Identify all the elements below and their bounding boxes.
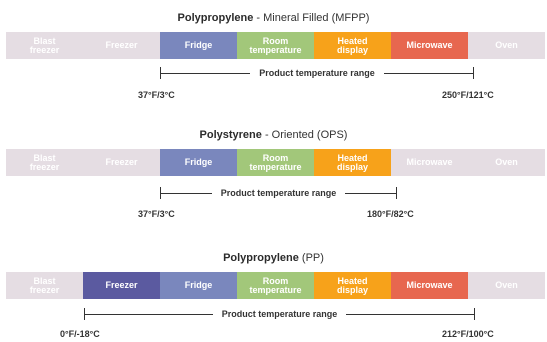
section-title: Polypropylene (PP) <box>0 252 547 264</box>
section-title-rest: (PP) <box>298 252 324 264</box>
cell-heated-display: Heated display <box>314 272 391 299</box>
cell-microwave: Microwave <box>391 272 468 299</box>
cell-room-temperature: Room temperature <box>237 32 314 59</box>
cell-oven: Oven <box>468 149 545 176</box>
cell-oven: Oven <box>468 272 545 299</box>
min-temp-label: 37°F/3°C <box>138 90 175 100</box>
cell-freezer: Freezer <box>83 149 160 176</box>
cell-room-temperature: Room temperature <box>237 272 314 299</box>
cell-fridge: Fridge <box>160 272 237 299</box>
max-temp-label: 180°F/82°C <box>367 209 414 219</box>
cell-heated-display: Heated display <box>314 32 391 59</box>
cell-heated-display: Heated display <box>314 149 391 176</box>
section-title-bold: Polypropylene <box>177 12 254 24</box>
section-title-rest: - Mineral Filled (MFPP) <box>253 12 370 24</box>
cell-blast-freezer: Blast freezer <box>6 272 83 299</box>
range-label: Product temperature range <box>250 68 384 78</box>
cell-microwave: Microwave <box>391 149 468 176</box>
range-label: Product temperature range <box>212 309 347 319</box>
range-indicator: Product temperature range <box>160 187 397 199</box>
temperature-bar: Blast freezer Freezer Fridge Room temper… <box>6 32 547 59</box>
section-title: Polypropylene - Mineral Filled (MFPP) <box>0 12 547 24</box>
max-temp-label: 250°F/121°C <box>442 90 494 100</box>
section-title-bold: Polypropylene <box>223 252 299 264</box>
range-end-tick <box>474 308 475 320</box>
min-temp-label: 37°F/3°C <box>138 209 175 219</box>
min-temp-label: 0°F/-18°C <box>60 329 100 339</box>
range-indicator: Product temperature range <box>160 67 474 79</box>
max-temp-label: 212°F/100°C <box>442 329 494 339</box>
range-end-tick <box>473 67 474 79</box>
cell-microwave: Microwave <box>391 32 468 59</box>
cell-blast-freezer: Blast freezer <box>6 149 83 176</box>
cell-blast-freezer: Blast freezer <box>6 32 83 59</box>
range-indicator: Product temperature range <box>84 308 475 320</box>
cell-fridge: Fridge <box>160 149 237 176</box>
cell-freezer: Freezer <box>83 272 160 299</box>
section-title-rest: - Oriented (OPS) <box>261 129 348 141</box>
cell-room-temperature: Room temperature <box>237 149 314 176</box>
temperature-bar: Blast freezer Freezer Fridge Room temper… <box>6 272 547 299</box>
temperature-bar: Blast freezer Freezer Fridge Room temper… <box>6 149 547 176</box>
cell-oven: Oven <box>468 32 545 59</box>
range-end-tick <box>396 187 397 199</box>
range-label: Product temperature range <box>211 188 346 198</box>
section-title-bold: Polystyrene <box>199 129 262 141</box>
section-title: Polystyrene - Oriented (OPS) <box>0 129 547 141</box>
cell-freezer: Freezer <box>83 32 160 59</box>
cell-fridge: Fridge <box>160 32 237 59</box>
